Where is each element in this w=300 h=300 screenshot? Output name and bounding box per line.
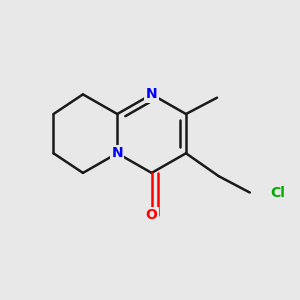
- Text: N: N: [146, 87, 158, 101]
- Text: N: N: [112, 146, 123, 160]
- Text: O: O: [146, 208, 158, 222]
- Text: Cl: Cl: [270, 185, 285, 200]
